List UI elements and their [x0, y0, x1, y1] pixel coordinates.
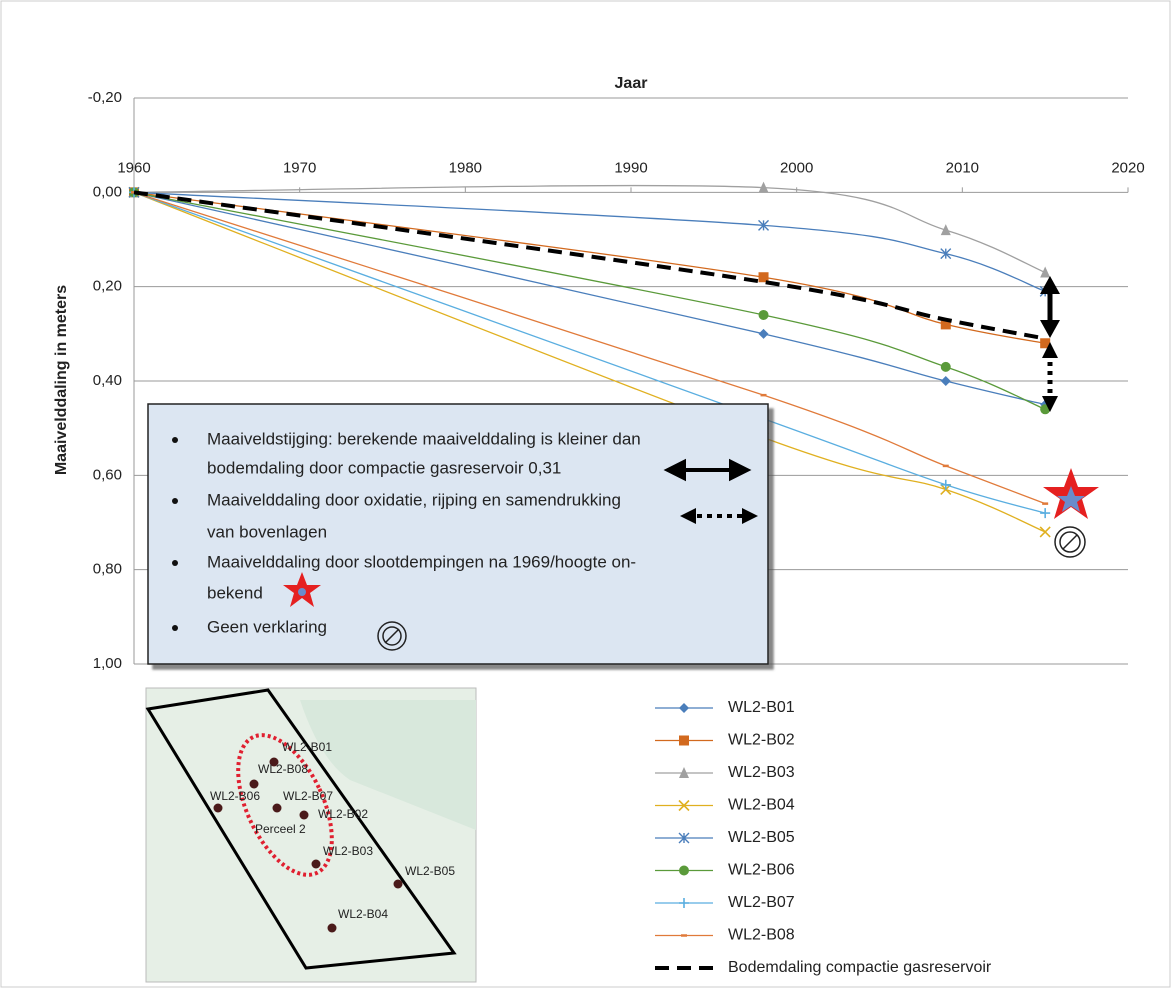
legend-label: WL2-B02 [728, 732, 795, 749]
annotation-text: bodemdaling door compactie gasreservoir … [207, 458, 561, 477]
legend-label: WL2-B05 [728, 829, 795, 846]
marker [1040, 267, 1050, 278]
annotation-text: Geen verklaring [207, 617, 327, 636]
series [129, 187, 1050, 414]
y-tick-label: 1,00 [93, 655, 122, 672]
annotation-text: Maaivelddaling door slootdempingen na 19… [207, 552, 636, 571]
marker [679, 736, 689, 746]
x-tick-label: 1960 [117, 159, 150, 176]
marker [1040, 508, 1050, 518]
y-tick-label: 0,40 [93, 372, 122, 389]
annotation-text: Maaivelddaling door oxidatie, rijping en… [207, 490, 621, 509]
y-tick-label: 0,60 [93, 466, 122, 483]
legend-label: WL2-B07 [728, 894, 795, 911]
marker [941, 249, 951, 259]
marker [759, 329, 769, 339]
map-point [214, 804, 223, 813]
map-point [300, 811, 309, 820]
y-tick-label: 0,80 [93, 561, 122, 578]
side-arrows [1040, 276, 1099, 557]
map-label: WL2-B05 [405, 864, 455, 878]
x-tick-label: 2020 [1111, 159, 1144, 176]
annotation-text: bekend [207, 583, 263, 602]
x-tick-label: 2000 [780, 159, 813, 176]
series [129, 182, 1050, 278]
legend-label: WL2-B01 [728, 699, 795, 716]
map-point [312, 860, 321, 869]
marker [941, 376, 951, 386]
series [129, 187, 1050, 409]
y-tick-label: -0,20 [88, 89, 122, 106]
map-label: WL2-B08 [258, 762, 308, 776]
legend-label: WL2-B04 [728, 797, 795, 814]
marker [679, 703, 689, 713]
x-tick-label: 2010 [946, 159, 979, 176]
map-label: WL2-B04 [338, 907, 388, 921]
map-point [273, 804, 282, 813]
marker [941, 362, 951, 372]
bullet [172, 498, 178, 504]
bullet [172, 625, 178, 631]
map-point [328, 924, 337, 933]
legend: WL2-B01 WL2-B02 WL2-B03 WL2-B04 WL2-B05 WL2-B… [655, 699, 992, 976]
y-tick-label: 0,00 [93, 183, 122, 200]
legend-label: Bodemdaling compactie gasreservoir [728, 959, 992, 976]
bullet [172, 437, 178, 443]
x-tick-label: 1970 [283, 159, 316, 176]
legend-label: WL2-B06 [728, 862, 795, 879]
x-tick-label: 1980 [449, 159, 482, 176]
map-label: WL2-B03 [323, 844, 373, 858]
annotation-text: van bovenlagen [207, 522, 327, 541]
marker [759, 310, 769, 320]
x-tick-label: 1990 [614, 159, 647, 176]
map-point [394, 880, 403, 889]
map-inset: WL2-B01 WL2-B08 WL2-B06 WL2-B07 WL2-B02 Perce… [146, 688, 476, 982]
map-label: Perceel 2 [255, 822, 306, 836]
bullet [172, 560, 178, 566]
map-label: WL2-B07 [283, 789, 333, 803]
y-tick-label: 0,20 [93, 278, 122, 295]
map-label: WL2-B01 [282, 740, 332, 754]
chart: Jaar Maaivelddaling in meters -0,20 0,00 0… [0, 0, 1171, 988]
legend-label: WL2-B08 [728, 927, 795, 944]
marker [679, 898, 689, 908]
legend-label: WL2-B03 [728, 764, 795, 781]
series-line [134, 192, 1045, 409]
y-axis-label: Maaivelddaling in meters [53, 285, 70, 475]
map-point [250, 780, 259, 789]
annotation-box: Maaiveldstijging: berekende maaivelddali… [148, 404, 768, 664]
marker [679, 866, 689, 876]
chart-title: Jaar [615, 75, 648, 92]
series-line [134, 192, 1045, 404]
map-label: WL2-B06 [210, 789, 260, 803]
annotation-text: Maaiveldstijging: berekende maaivelddali… [207, 429, 641, 448]
marker [1040, 527, 1050, 537]
map-label: WL2-B02 [318, 807, 368, 821]
